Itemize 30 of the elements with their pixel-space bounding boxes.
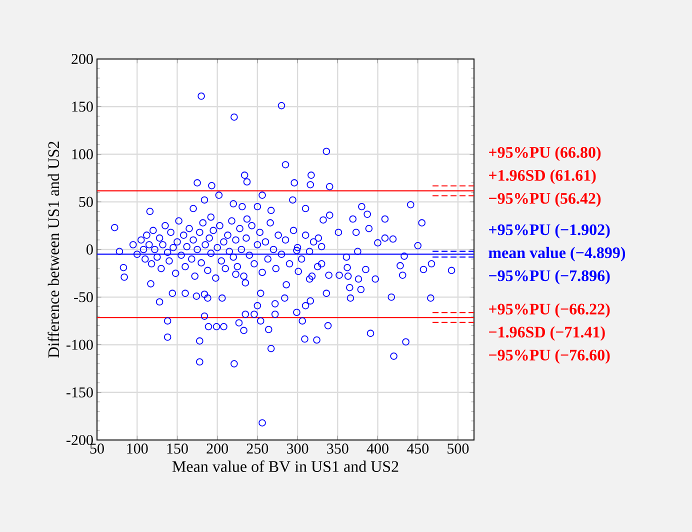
y-axis-title: Difference between US1 and US2 xyxy=(48,142,60,358)
y-tick-label: -150 xyxy=(66,387,93,398)
x-tick-label: 100 xyxy=(127,444,148,454)
y-tick-label: -100 xyxy=(66,340,93,350)
y-tick-label: -50 xyxy=(74,292,93,302)
x-tick-label: 300 xyxy=(287,444,308,454)
y-tick-label: 0 xyxy=(86,244,93,255)
x-tick-label: 400 xyxy=(366,444,388,454)
x-axis-title: Mean value of BV in US1 and US2 xyxy=(172,460,398,472)
x-tick-label: 150 xyxy=(167,444,188,454)
x-tick-label: 250 xyxy=(246,444,268,454)
x-tick-label: 500 xyxy=(448,444,469,454)
y-tick-label: 200 xyxy=(72,54,93,64)
ref-line-label: −1.96SD (−71.41) xyxy=(489,326,605,341)
y-tick-label: -200 xyxy=(66,434,93,446)
ref-line-label: mean value (−4.899) xyxy=(488,246,626,262)
x-tick-label: 450 xyxy=(406,444,429,454)
ref-line-label: −95%PU (56.42) xyxy=(489,192,601,208)
x-tick-label: 200 xyxy=(206,444,228,454)
y-tick-label: 150 xyxy=(72,102,93,112)
x-tick-label: 350 xyxy=(327,444,348,454)
ref-line-label: −95%PU (−7.896) xyxy=(489,270,610,284)
ref-line-label: +95%PU (−66.22) xyxy=(489,303,610,318)
x-tick-label: 50 xyxy=(90,444,104,454)
ref-line-label: +95%PU (−1.902) xyxy=(489,224,610,238)
ref-line-label: −95%PU (−76.60) xyxy=(489,349,610,364)
y-tick-label: 50 xyxy=(79,196,93,207)
ref-line-label: +95%PU (66.80) xyxy=(489,146,601,162)
y-tick-label: 100 xyxy=(72,149,93,160)
ref-line-label: +1.96SD (61.61) xyxy=(489,170,596,184)
